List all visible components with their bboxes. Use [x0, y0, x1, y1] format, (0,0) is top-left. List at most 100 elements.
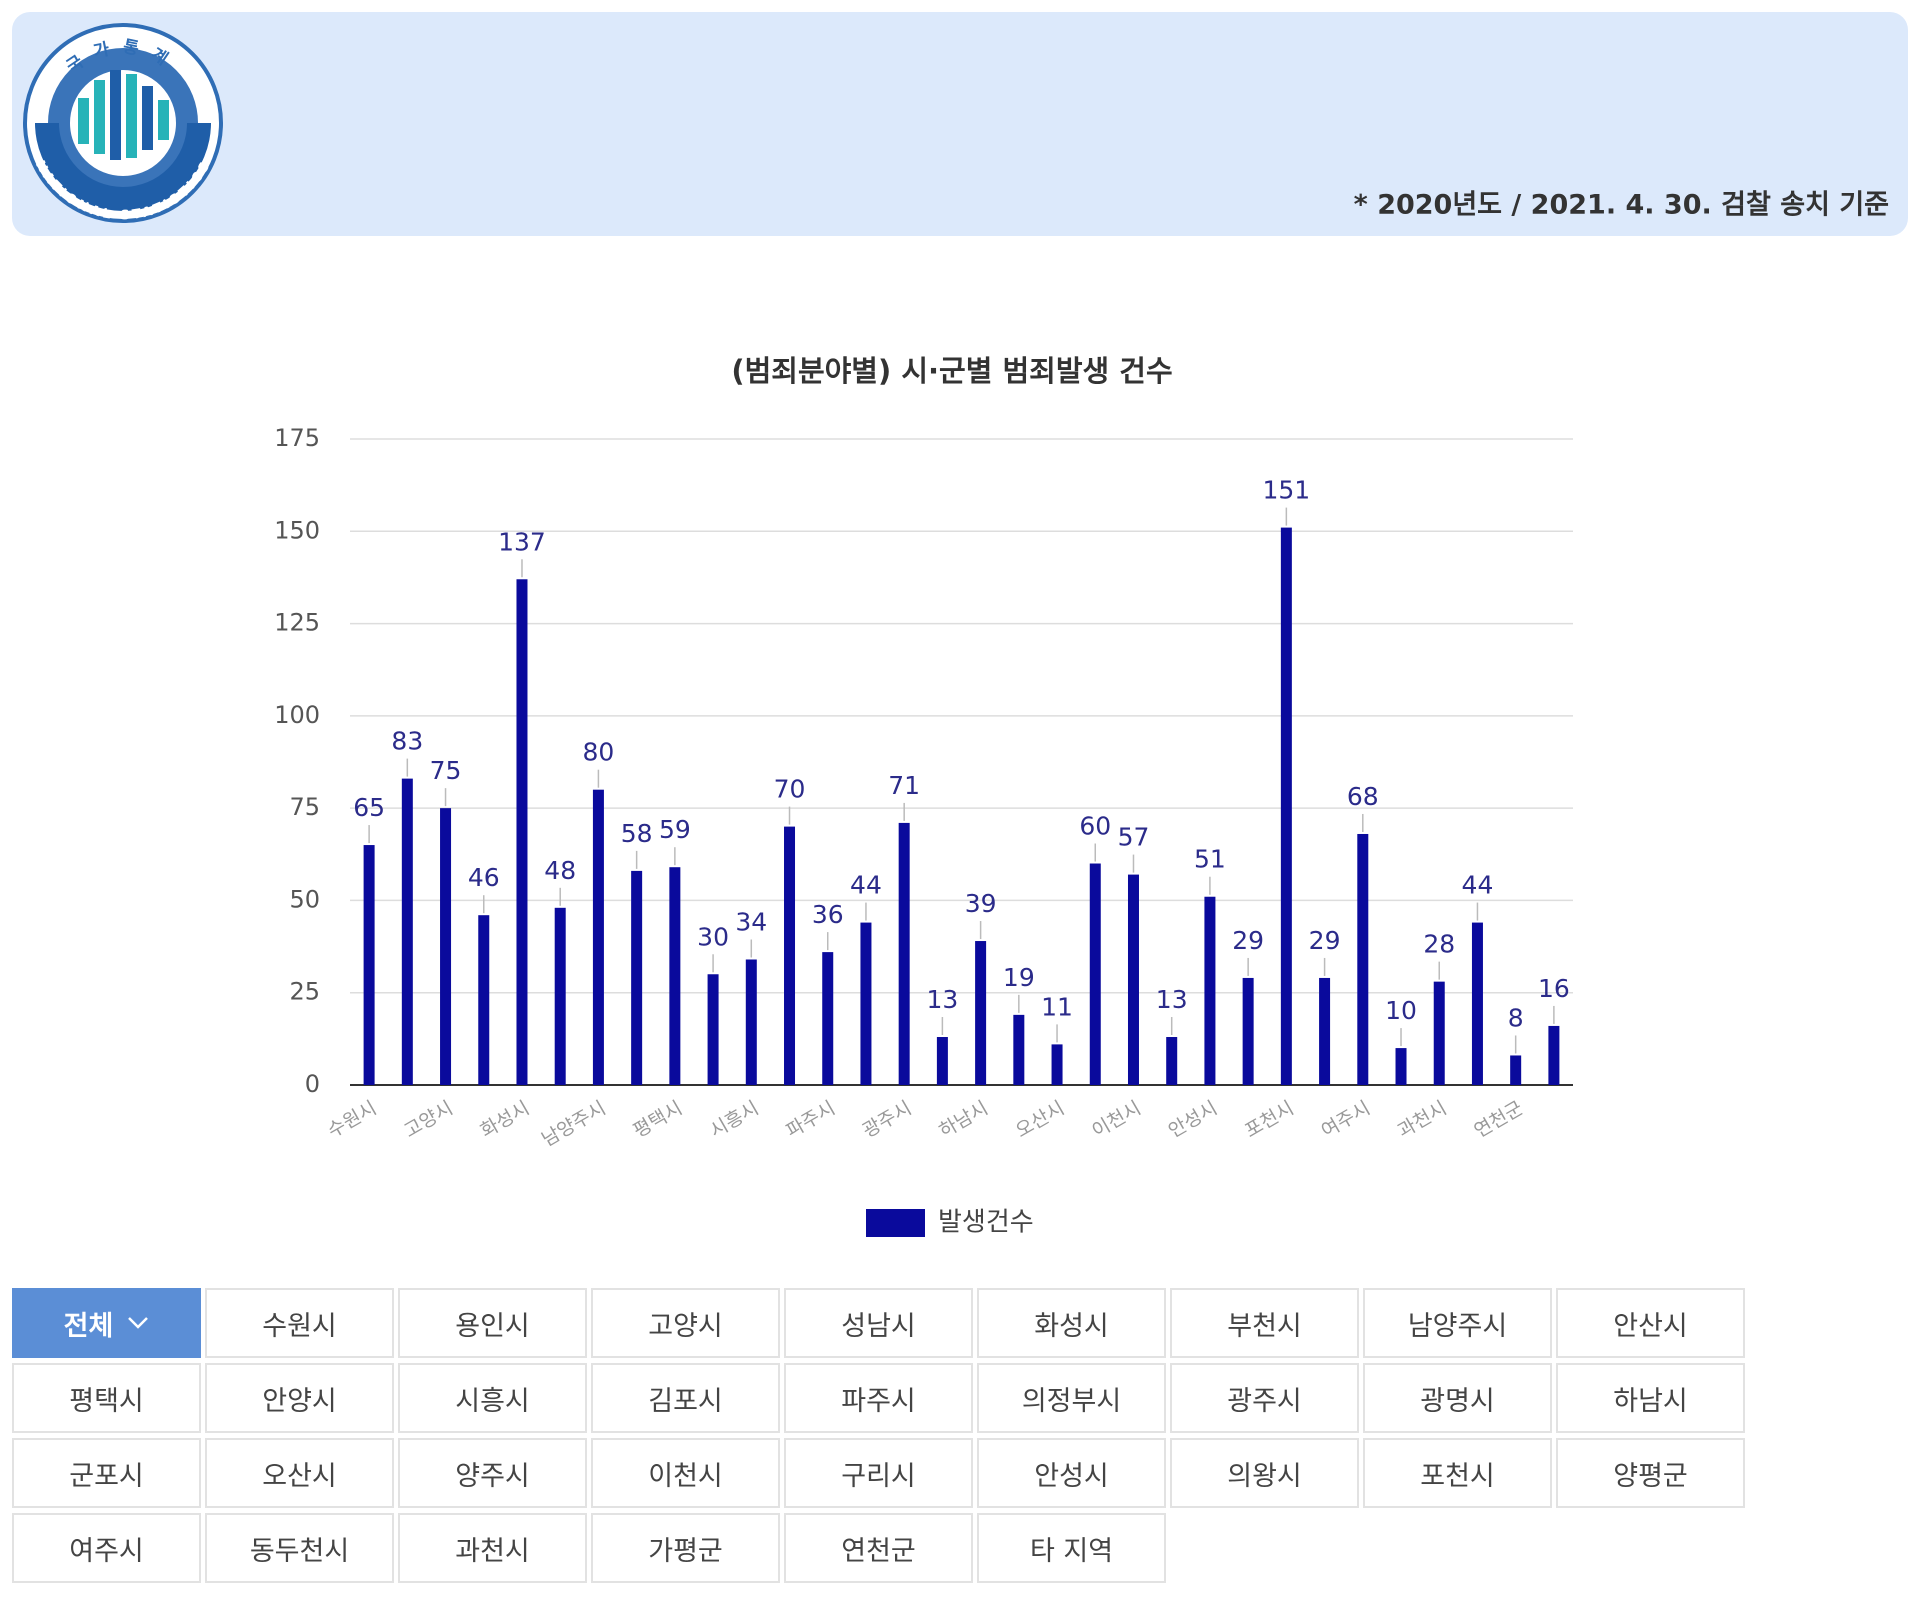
bar: [860, 922, 872, 1085]
bar: [440, 808, 452, 1085]
button-label: 포천시: [1420, 1460, 1495, 1492]
button-label: 시흥시: [455, 1385, 530, 1417]
button-label: 안성시: [1034, 1460, 1109, 1492]
button-label: 평택시: [69, 1385, 144, 1417]
region-button[interactable]: 안양시: [205, 1363, 394, 1433]
x-tick-label: 오산시: [1012, 1097, 1068, 1142]
region-button[interactable]: 안산시: [1556, 1288, 1745, 1358]
region-button[interactable]: 타 지역: [977, 1513, 1166, 1583]
region-button[interactable]: 이천시: [591, 1438, 780, 1508]
button-label: 광명시: [1420, 1385, 1495, 1417]
button-label: 양주시: [455, 1460, 530, 1492]
region-button[interactable]: 광주시: [1170, 1363, 1359, 1433]
bar: [1242, 977, 1254, 1085]
button-label: 전체: [63, 1310, 114, 1342]
region-button[interactable]: 용인시: [398, 1288, 587, 1358]
x-tick-label: 시흥시: [706, 1097, 762, 1142]
button-label: 수원시: [262, 1310, 337, 1342]
button-label: 용인시: [455, 1310, 530, 1342]
value-label: 34: [735, 907, 767, 936]
y-tick-label: 50: [289, 885, 320, 913]
button-label: 여주시: [69, 1535, 144, 1567]
region-button[interactable]: 가평군: [591, 1513, 780, 1583]
region-button[interactable]: 과천시: [398, 1513, 587, 1583]
value-label: 57: [1118, 823, 1150, 852]
region-button[interactable]: 남양주시: [1363, 1288, 1552, 1358]
value-label: 75: [430, 756, 462, 785]
bar: [784, 826, 796, 1085]
region-button[interactable]: 화성시: [977, 1288, 1166, 1358]
button-label: 안양시: [262, 1385, 337, 1417]
region-button[interactable]: 의왕시: [1170, 1438, 1359, 1508]
bar: [1395, 1048, 1407, 1085]
value-label: 8: [1508, 1003, 1524, 1032]
value-label: 13: [926, 985, 958, 1014]
value-label: 39: [965, 889, 997, 918]
region-button[interactable]: 시흥시: [398, 1363, 587, 1433]
y-tick-label: 150: [274, 516, 320, 544]
region-button[interactable]: 김포시: [591, 1363, 780, 1433]
region-button[interactable]: 군포시: [12, 1438, 201, 1508]
chevron-line: [128, 1317, 149, 1329]
header-note: * 2020년도 / 2021. 4. 30. 검찰 송치 기준: [1354, 190, 1889, 221]
region-button[interactable]: 하남시: [1556, 1363, 1745, 1433]
region-button[interactable]: 부천시: [1170, 1288, 1359, 1358]
region-button[interactable]: 파주시: [784, 1363, 973, 1433]
region-button[interactable]: 전체: [12, 1288, 201, 1358]
bar: [1433, 981, 1445, 1085]
button-label: 양평군: [1613, 1460, 1688, 1492]
x-tick-label: 광주시: [859, 1097, 915, 1142]
region-button[interactable]: 동두천시: [205, 1513, 394, 1583]
bar: [1548, 1025, 1560, 1085]
value-label: 44: [1462, 871, 1494, 900]
region-button[interactable]: 고양시: [591, 1288, 780, 1358]
bar: [1471, 922, 1483, 1085]
region-button[interactable]: 평택시: [12, 1363, 201, 1433]
region-button[interactable]: 안성시: [977, 1438, 1166, 1508]
x-tick-label: 화성시: [477, 1097, 533, 1142]
x-tick-label: 파주시: [783, 1097, 839, 1142]
bar: [631, 870, 643, 1085]
region-button[interactable]: 수원시: [205, 1288, 394, 1358]
button-label: 성남시: [841, 1310, 916, 1342]
x-tick-label: 남양주시: [538, 1097, 610, 1151]
value-label: 11: [1041, 992, 1073, 1021]
value-label: 19: [1003, 963, 1035, 992]
button-label: 하남시: [1613, 1385, 1688, 1417]
button-label: 타 지역: [1029, 1535, 1114, 1567]
value-label: 29: [1232, 926, 1264, 955]
bar: [898, 822, 910, 1085]
value-label: 59: [659, 815, 691, 844]
bar: [592, 789, 604, 1085]
value-label: 10: [1385, 996, 1417, 1025]
button-label: 의왕시: [1227, 1460, 1302, 1492]
button-label: 구리시: [841, 1460, 916, 1492]
region-button[interactable]: 포천시: [1363, 1438, 1552, 1508]
chart: 국가통계 NATIONAL STATISTICS * 2020년도 / 2021…: [12, 12, 1908, 1238]
bar: [1204, 896, 1216, 1085]
value-label: 68: [1347, 782, 1379, 811]
bar: [936, 1037, 948, 1085]
region-button[interactable]: 성남시: [784, 1288, 973, 1358]
button-label: 고양시: [648, 1310, 723, 1342]
region-button[interactable]: 여주시: [12, 1513, 201, 1583]
region-button[interactable]: 광명시: [1363, 1363, 1552, 1433]
region-button[interactable]: 구리시: [784, 1438, 973, 1508]
region-button[interactable]: 연천군: [784, 1513, 973, 1583]
value-label: 70: [774, 775, 806, 804]
bar: [707, 974, 719, 1085]
value-label: 60: [1079, 812, 1111, 841]
bar: [401, 778, 413, 1085]
region-button[interactable]: 양평군: [1556, 1438, 1745, 1508]
button-label: 이천시: [648, 1460, 723, 1492]
region-button[interactable]: 양주시: [398, 1438, 587, 1508]
button-label: 의정부시: [1021, 1385, 1122, 1417]
button-label: 군포시: [69, 1460, 144, 1492]
region-button[interactable]: 의정부시: [977, 1363, 1166, 1433]
bar: [1357, 833, 1369, 1085]
header-band: [12, 12, 1908, 236]
y-tick-label: 25: [289, 978, 320, 1006]
button-label: 남양주시: [1407, 1310, 1508, 1342]
dropdown-chevron: [128, 1317, 149, 1329]
region-button[interactable]: 오산시: [205, 1438, 394, 1508]
